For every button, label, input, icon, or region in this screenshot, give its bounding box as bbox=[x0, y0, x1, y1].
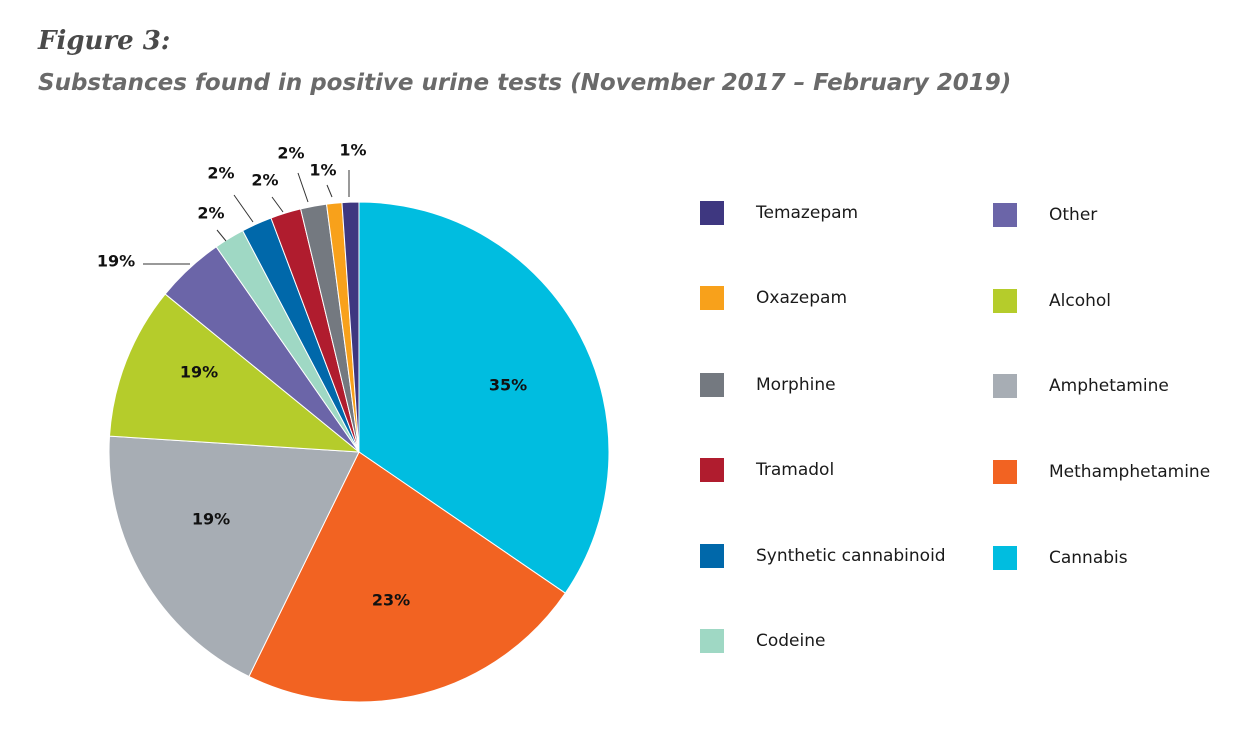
slice-labels: 35% 23% 19% 19% 19% 2% 2% 2% 2% 1%1% bbox=[97, 141, 527, 610]
legend-swatch-morphine bbox=[700, 373, 724, 397]
slice-label-morphine: 2% bbox=[277, 144, 304, 163]
slice-label-temazepam: 1% bbox=[339, 141, 366, 160]
pie-slice-methamphetamine bbox=[248, 451, 567, 703]
slice-label-synthetic-cannabinoid: 2% bbox=[207, 164, 234, 183]
legend-swatch-oxazepam bbox=[700, 286, 724, 310]
legend-label-alcohol: Alcohol bbox=[1049, 291, 1111, 311]
pie-slice-cannabis bbox=[358, 201, 610, 594]
figure-title: Substances found in positive urine tests… bbox=[38, 70, 1012, 96]
legend-swatch-amphetamine bbox=[993, 374, 1017, 398]
slice-label-methamphetamine: 23% bbox=[372, 591, 410, 610]
slice-label-amphetamine: 19% bbox=[192, 510, 230, 529]
legend-swatch-synthetic-cannabinoid bbox=[700, 544, 724, 568]
legend: Temazepam Oxazepam Morphine Tramadol Synthet… bbox=[700, 201, 1210, 653]
slice-label-tramadol: 2% bbox=[251, 171, 278, 190]
legend-label-methamphetamine: Methamphetamine bbox=[1049, 462, 1210, 482]
slice-label-oxazepam: 1% bbox=[309, 161, 336, 180]
legend-label-cannabis: Cannabis bbox=[1049, 548, 1128, 568]
slice-label-other: 19% bbox=[97, 252, 135, 271]
leader-line-codeine bbox=[216, 229, 227, 242]
slice-label-codeine: 2% bbox=[197, 204, 224, 223]
legend-swatch-cannabis bbox=[993, 546, 1017, 570]
leader-line-tramadol bbox=[271, 196, 284, 213]
legend-label-synthetic-cannabinoid: Synthetic cannabinoid bbox=[756, 546, 946, 566]
legend-label-oxazepam: Oxazepam bbox=[756, 288, 847, 308]
legend-swatch-codeine bbox=[700, 629, 724, 653]
pie-slice-alcohol bbox=[108, 293, 361, 453]
figure-label: Figure 3: bbox=[38, 26, 171, 56]
leader-line-oxazepam bbox=[326, 184, 333, 198]
leader-line-synthetic-cannabinoid bbox=[233, 194, 254, 223]
legend-swatch-other bbox=[993, 203, 1017, 227]
leader-line-morphine bbox=[297, 172, 309, 203]
pie-slice-amphetamine bbox=[108, 435, 360, 678]
slice-label-alcohol: 19% bbox=[180, 363, 218, 382]
pie-slices bbox=[108, 201, 610, 703]
legend-label-amphetamine: Amphetamine bbox=[1049, 376, 1169, 396]
leader-lines bbox=[143, 170, 350, 265]
slice-label-cannabis: 35% bbox=[489, 376, 527, 395]
legend-label-tramadol: Tramadol bbox=[755, 460, 834, 480]
legend-label-morphine: Morphine bbox=[756, 375, 836, 395]
legend-swatch-tramadol bbox=[700, 458, 724, 482]
legend-label-other: Other bbox=[1049, 205, 1097, 225]
legend-swatch-methamphetamine bbox=[993, 460, 1017, 484]
legend-swatch-alcohol bbox=[993, 289, 1017, 313]
legend-label-codeine: Codeine bbox=[756, 631, 825, 651]
legend-label-temazepam: Temazepam bbox=[755, 203, 858, 223]
pie-slice-temazepam bbox=[341, 201, 360, 453]
legend-swatch-temazepam bbox=[700, 201, 724, 225]
